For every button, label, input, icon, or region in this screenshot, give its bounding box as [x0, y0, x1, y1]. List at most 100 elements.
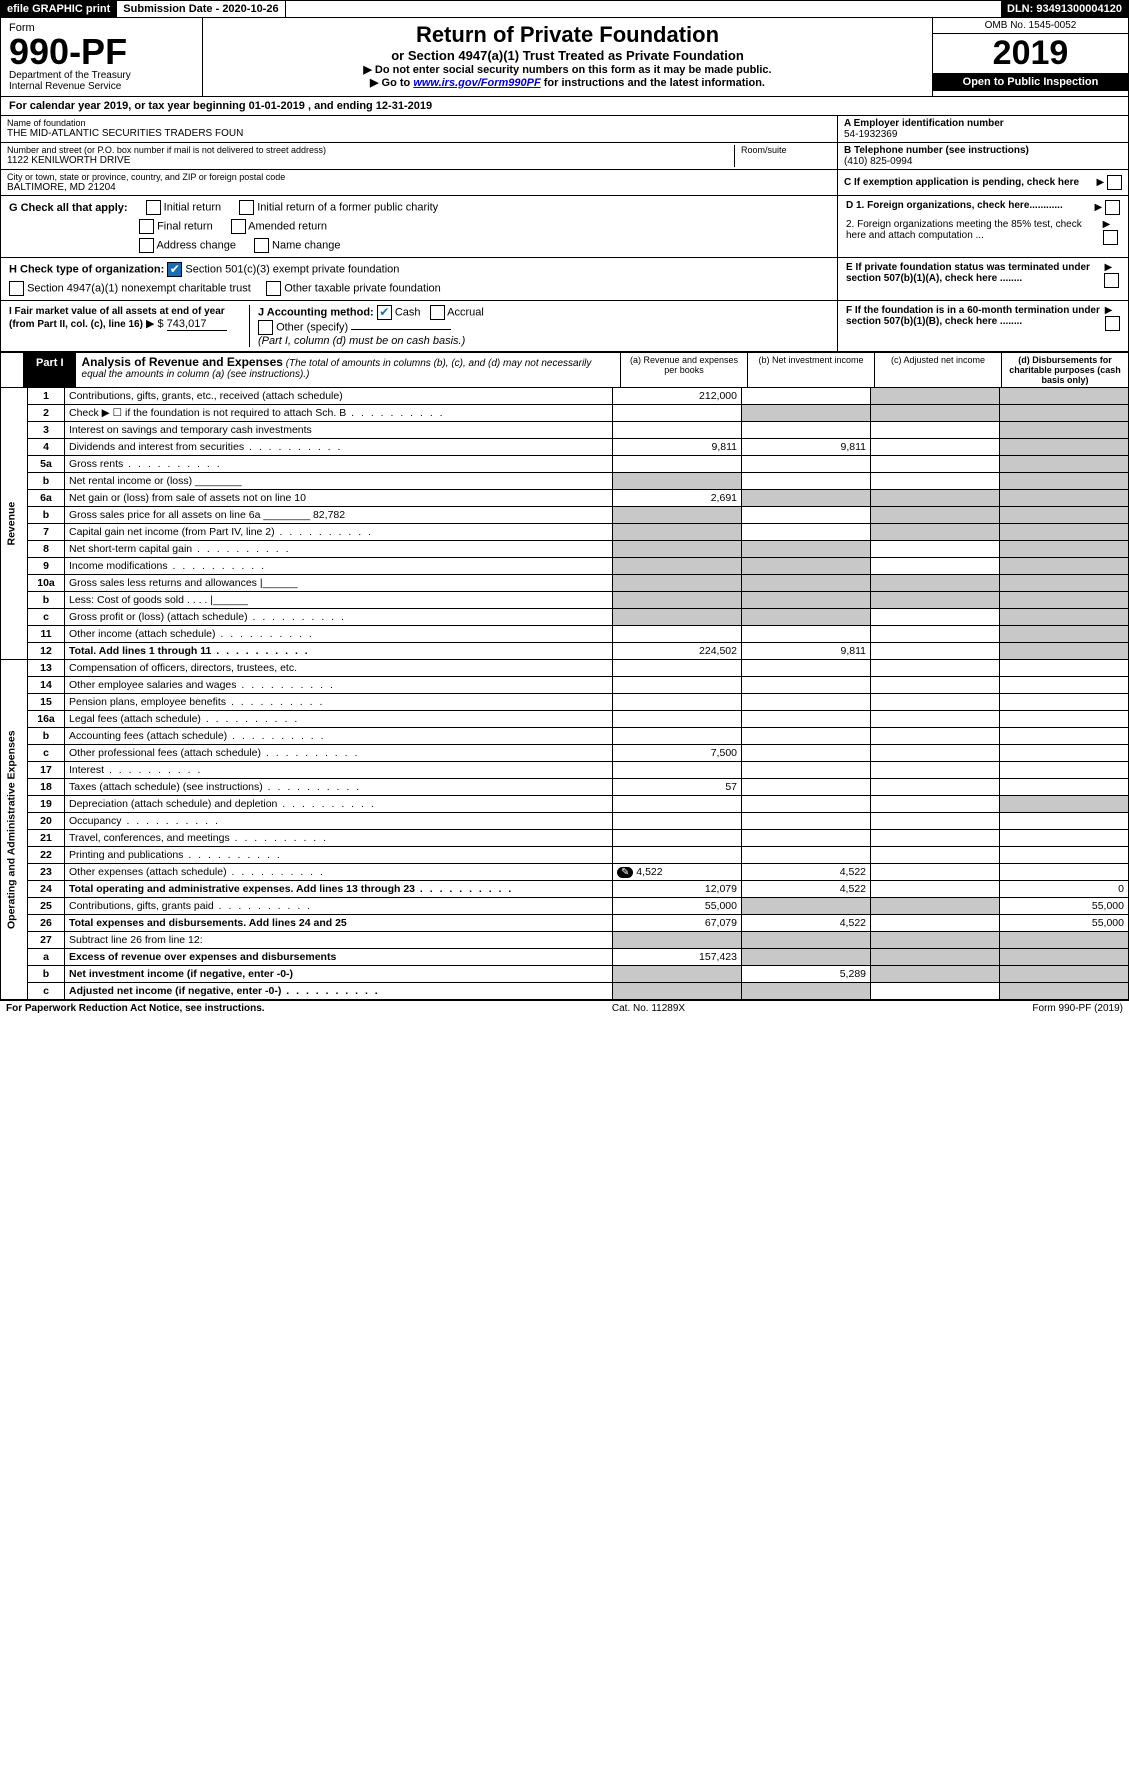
- amount-cell: [871, 575, 1000, 592]
- amount-cell: [871, 813, 1000, 830]
- amended-return-checkbox[interactable]: [231, 219, 246, 234]
- line-description: Interest on savings and temporary cash i…: [65, 422, 613, 439]
- amount-cell: [1000, 779, 1129, 796]
- amount-cell: [613, 660, 742, 677]
- line-number: 1: [28, 388, 65, 405]
- table-row: bGross sales price for all assets on lin…: [1, 507, 1129, 524]
- table-row: 27Subtract line 26 from line 12:: [1, 932, 1129, 949]
- amount-cell: [613, 847, 742, 864]
- line-description: Depreciation (attach schedule) and deple…: [65, 796, 613, 813]
- table-row: 8Net short-term capital gain: [1, 541, 1129, 558]
- line-number: b: [28, 966, 65, 983]
- amount-cell: 55,000: [1000, 915, 1129, 932]
- line-description: Check ▶ ☐ if the foundation is not requi…: [65, 405, 613, 422]
- amount-cell: [742, 898, 871, 915]
- page-footer: For Paperwork Reduction Act Notice, see …: [0, 1000, 1129, 1016]
- d1-checkbox[interactable]: [1105, 200, 1120, 215]
- amount-cell: [742, 745, 871, 762]
- d1-label: D 1. Foreign organizations, check here..…: [846, 200, 1063, 215]
- address-change-checkbox[interactable]: [139, 238, 154, 253]
- name-change-checkbox[interactable]: [254, 238, 269, 253]
- phone-label: B Telephone number (see instructions): [844, 145, 1122, 156]
- entity-info: Name of foundation THE MID-ATLANTIC SECU…: [0, 116, 1129, 196]
- exemption-pending-label: C If exemption application is pending, c…: [844, 177, 1079, 188]
- f-checkbox[interactable]: [1105, 316, 1120, 331]
- address-label: Number and street (or P.O. box number if…: [7, 145, 734, 155]
- amount-cell: [871, 966, 1000, 983]
- amount-cell: [613, 762, 742, 779]
- table-row: cGross profit or (loss) (attach schedule…: [1, 609, 1129, 626]
- table-row: Operating and Administrative Expenses13C…: [1, 660, 1129, 677]
- amount-cell: [613, 830, 742, 847]
- amount-cell: [742, 677, 871, 694]
- line-number: 23: [28, 864, 65, 881]
- line-number: 6a: [28, 490, 65, 507]
- table-row: 10aGross sales less returns and allowanc…: [1, 575, 1129, 592]
- line-number: 14: [28, 677, 65, 694]
- exemption-checkbox[interactable]: [1107, 175, 1122, 190]
- pencil-icon[interactable]: ✎: [617, 867, 633, 878]
- amount-cell: [742, 507, 871, 524]
- amount-cell: [613, 626, 742, 643]
- 501c3-checkbox[interactable]: ✔: [167, 262, 182, 277]
- amount-cell: [613, 575, 742, 592]
- table-row: 26Total expenses and disbursements. Add …: [1, 915, 1129, 932]
- amount-cell: 57: [613, 779, 742, 796]
- amount-cell: [1000, 541, 1129, 558]
- amount-cell: [613, 796, 742, 813]
- table-row: 24Total operating and administrative exp…: [1, 881, 1129, 898]
- cash-checkbox[interactable]: ✔: [377, 305, 392, 320]
- 4947-checkbox[interactable]: [9, 281, 24, 296]
- line-number: 20: [28, 813, 65, 830]
- amount-cell: [1000, 609, 1129, 626]
- amount-cell: [1000, 728, 1129, 745]
- amount-cell: [1000, 626, 1129, 643]
- initial-former-checkbox[interactable]: [239, 200, 254, 215]
- dln-label: DLN: 93491300004120: [1001, 1, 1128, 17]
- table-row: bNet rental income or (loss) ________: [1, 473, 1129, 490]
- line-description: Gross profit or (loss) (attach schedule): [65, 609, 613, 626]
- line-number: 3: [28, 422, 65, 439]
- table-row: 21Travel, conferences, and meetings: [1, 830, 1129, 847]
- amount-cell: 7,500: [613, 745, 742, 762]
- amount-cell: [871, 796, 1000, 813]
- amount-cell: [871, 847, 1000, 864]
- final-return-checkbox[interactable]: [139, 219, 154, 234]
- line-description: Other income (attach schedule): [65, 626, 613, 643]
- amount-cell: [613, 541, 742, 558]
- table-row: 6aNet gain or (loss) from sale of assets…: [1, 490, 1129, 507]
- line-description: Printing and publications: [65, 847, 613, 864]
- amount-cell: [613, 558, 742, 575]
- amount-cell: [871, 388, 1000, 405]
- amount-cell: [871, 660, 1000, 677]
- amount-cell: [871, 439, 1000, 456]
- table-row: 20Occupancy: [1, 813, 1129, 830]
- line-description: Net short-term capital gain: [65, 541, 613, 558]
- amount-cell: [742, 813, 871, 830]
- form-footer-label: Form 990-PF (2019): [1032, 1003, 1123, 1014]
- other-taxable-checkbox[interactable]: [266, 281, 281, 296]
- amount-cell: [742, 847, 871, 864]
- amount-cell: [871, 898, 1000, 915]
- fmv-value: 743,017: [167, 318, 227, 331]
- revenue-section-label: Revenue: [1, 388, 28, 660]
- initial-return-checkbox[interactable]: [146, 200, 161, 215]
- d2-label: 2. Foreign organizations meeting the 85%…: [846, 219, 1103, 245]
- accrual-checkbox[interactable]: [430, 305, 445, 320]
- amount-cell: [1000, 592, 1129, 609]
- amount-cell: [1000, 847, 1129, 864]
- amount-cell: 12,079: [613, 881, 742, 898]
- h-label: H Check type of organization:: [9, 263, 164, 275]
- part-1-header: Part I Analysis of Revenue and Expenses …: [0, 352, 1129, 388]
- amount-cell: [742, 949, 871, 966]
- other-method-checkbox[interactable]: [258, 320, 273, 335]
- irs-link[interactable]: www.irs.gov/Form990PF: [413, 77, 540, 89]
- d2-checkbox[interactable]: [1103, 230, 1118, 245]
- line-description: Excess of revenue over expenses and disb…: [65, 949, 613, 966]
- amount-cell: [871, 864, 1000, 881]
- line-number: 5a: [28, 456, 65, 473]
- ein-value: 54-1932369: [844, 129, 1122, 140]
- amount-cell: [871, 490, 1000, 507]
- e-checkbox[interactable]: [1104, 273, 1119, 288]
- col-d-header: (d) Disbursements for charitable purpose…: [1001, 353, 1128, 387]
